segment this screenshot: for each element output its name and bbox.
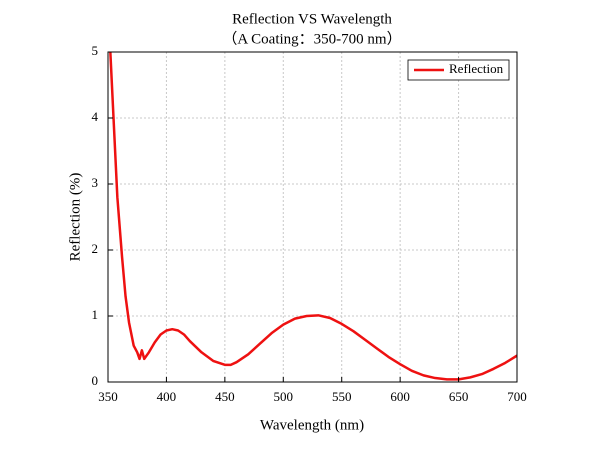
legend-label: Reflection	[449, 61, 504, 76]
y-tick-label: 5	[92, 43, 99, 58]
axes: 350 400 450 500 550 600 650 700 0 1 2 3 4 5 Reflection	[92, 43, 527, 404]
data-line	[109, 52, 517, 381]
y-axis-label: Reflection (%)	[67, 173, 83, 262]
x-tick-label: 450	[215, 389, 235, 404]
y-tick-label: 0	[92, 373, 99, 388]
x-tick-label: 700	[507, 389, 527, 404]
y-tick-label: 4	[92, 109, 99, 124]
plot-frame	[107, 51, 518, 383]
x-tick-label: 550	[332, 389, 352, 404]
x-axis-label: Wavelength (nm)	[260, 417, 364, 433]
chart-title: Reflection VS Wavelength	[232, 11, 392, 27]
legend-box	[407, 59, 510, 81]
x-tick-label: 650	[449, 389, 469, 404]
plot	[109, 52, 517, 381]
x-tick-label: 500	[274, 389, 294, 404]
y-tick-label: 2	[92, 241, 99, 256]
chart-subtitle: （A Coating：350-700 nm）	[222, 30, 401, 47]
y-tick-label: 3	[92, 175, 99, 190]
x-tick-label: 350	[98, 389, 118, 404]
grid	[107, 51, 518, 383]
y-tick-label: 1	[92, 307, 99, 322]
x-tick-label: 600	[390, 389, 410, 404]
x-tick-label: 400	[157, 389, 177, 404]
